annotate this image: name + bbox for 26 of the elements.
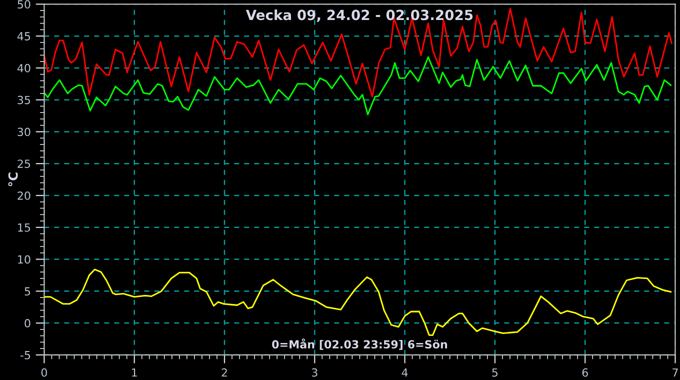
y-tick-label: 20 [18,191,30,200]
x-tick-label: 7 [672,368,678,377]
line-series [44,56,672,116]
y-tick-label: 30 [18,128,30,136]
x-tick-label: 6 [582,368,588,377]
x-tick-label: 1 [132,368,137,377]
x-tick-label: 3 [312,368,318,377]
y-tick-label: 45 [17,32,30,40]
y-tick-label: 35 [18,96,30,104]
line-series [44,268,672,336]
x-axis-title: 0=Mån [02.03 23:59] 6=Sön [272,338,448,350]
line-series [44,8,672,98]
x-tick-label: 5 [492,368,498,377]
y-tick-label: 10 [18,255,30,264]
y-axis-title: °C [8,172,18,186]
x-tick-label: 4 [402,368,408,377]
x-tick-label: 0 [41,368,47,377]
y-tick-label: 50 [18,0,30,9]
y-tick-label: 5 [24,287,30,296]
y-tick-label: -5 [20,351,30,360]
x-tick-label: 2 [222,368,227,377]
y-tick-label: 0 [24,319,30,328]
y-tick-label: 40 [17,64,30,72]
y-tick-label: 25 [18,160,30,168]
y-tick-label: 15 [18,224,30,232]
chart-title: Vecka 09, 24.02 - 02.03.2025 [246,9,473,22]
